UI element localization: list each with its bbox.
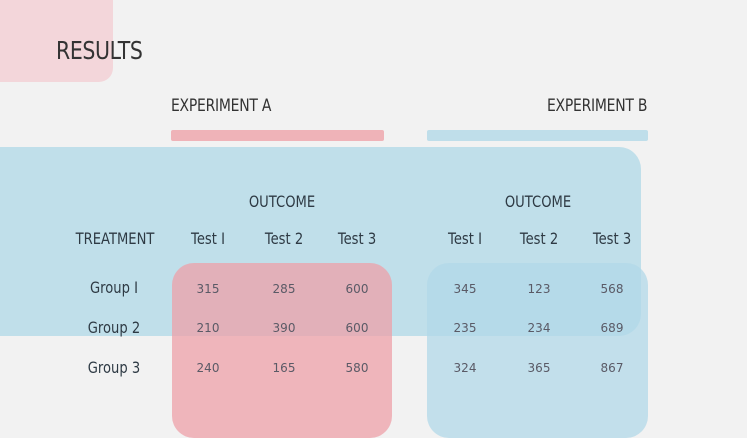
column-header: Test 3 xyxy=(337,229,377,248)
table-cell: 123 xyxy=(527,282,551,296)
column-header: Test I xyxy=(191,229,225,248)
table-cell: 345 xyxy=(453,282,477,296)
table-cell: 285 xyxy=(272,282,296,296)
group-label: Group 2 xyxy=(87,318,141,337)
decorative-pink-corner xyxy=(0,0,113,82)
page-title: RESULTS xyxy=(56,36,143,65)
experiment-a-data-box xyxy=(172,263,392,438)
column-header: Test 2 xyxy=(264,229,304,248)
treatment-header: TREATMENT xyxy=(75,229,155,248)
column-header: Test I xyxy=(448,229,482,248)
experiment-b-label: EXPERIMENT B xyxy=(546,96,647,116)
column-header: Test 3 xyxy=(592,229,632,248)
experiment-a-label: EXPERIMENT A xyxy=(171,96,272,116)
table-cell: 315 xyxy=(196,282,220,296)
table-cell: 365 xyxy=(527,361,551,375)
table-cell: 324 xyxy=(453,361,477,375)
table-cell: 235 xyxy=(453,321,477,335)
table-cell: 240 xyxy=(196,361,220,375)
experiment-b-bar xyxy=(427,130,648,141)
table-cell: 689 xyxy=(600,321,624,335)
table-cell: 600 xyxy=(345,282,369,296)
experiment-b-data-box xyxy=(427,263,648,438)
table-cell: 867 xyxy=(600,361,624,375)
experiment-a-outcome-label: OUTCOME xyxy=(248,192,316,211)
table-cell: 210 xyxy=(196,321,220,335)
table-cell: 568 xyxy=(600,282,624,296)
column-header: Test 2 xyxy=(519,229,559,248)
table-cell: 165 xyxy=(272,361,296,375)
table-cell: 390 xyxy=(272,321,296,335)
group-label: Group I xyxy=(90,278,138,297)
table-cell: 600 xyxy=(345,321,369,335)
experiment-b-outcome-label: OUTCOME xyxy=(504,192,572,211)
experiment-a-bar xyxy=(171,130,384,141)
table-cell: 234 xyxy=(527,321,551,335)
table-cell: 580 xyxy=(345,361,369,375)
group-label: Group 3 xyxy=(87,358,141,377)
